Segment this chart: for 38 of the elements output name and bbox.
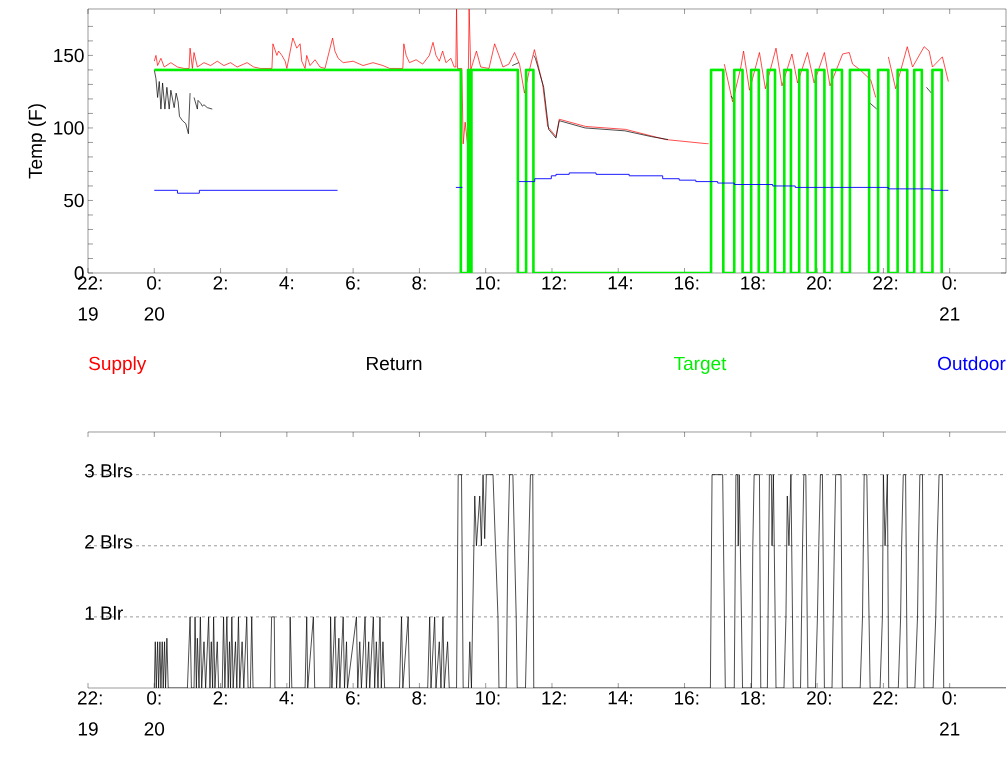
x-tick-label: 4: (279, 276, 294, 290)
y-axis-title: Temp (F) (28, 104, 46, 179)
x-tick-label: 22: (873, 691, 898, 705)
x-tick-label: 10: (476, 276, 500, 290)
x-tick-label: 22: 19 (77, 691, 102, 736)
x-tick-label: 20: (807, 691, 831, 705)
y-tick-label: 1 Blr (85, 605, 123, 620)
y-tick-label: 100 (54, 121, 84, 135)
x-tick-label: 0: 21 (940, 276, 960, 321)
x-tick-label: 20: (807, 276, 831, 290)
x-tick-label: 16: (674, 691, 699, 705)
x-tick-label: 0: 20 (144, 276, 165, 321)
y-tick-label: 2 Blrs (85, 534, 133, 549)
text: Outdoor (938, 356, 1006, 371)
x-tick-label: 6: (346, 691, 360, 705)
x-tick-label: 18: (741, 691, 765, 705)
x-tick-label: 10: (476, 691, 500, 705)
x-tick-label: 16: (674, 276, 699, 290)
text: Supply (89, 356, 147, 374)
x-tick-label: 12: (542, 691, 566, 705)
x-tick-label: 0: 20 (144, 691, 165, 736)
x-tick-label: 14: (608, 691, 632, 705)
x-tick-label: 18: (741, 276, 765, 290)
x-tick-label: 6: (346, 276, 360, 290)
x-tick-label: 22: (873, 276, 898, 290)
x-tick-label: 12: (542, 276, 566, 290)
x-tick-label: 8: (412, 691, 426, 705)
text: Return (367, 356, 422, 371)
x-tick-label: 14: (608, 276, 632, 290)
text: Target (674, 356, 727, 374)
x-tick-label: 8: (412, 276, 426, 290)
x-tick-label: 2: (213, 276, 227, 290)
y-tick-label: 3 Blrs (84, 463, 133, 478)
x-tick-label: 4: (279, 691, 294, 705)
y-tick-label: 150 (54, 48, 84, 63)
y-tick-label: 50 (64, 193, 84, 208)
x-tick-label: 0: 21 (940, 691, 960, 736)
x-tick-label: 2: (213, 691, 227, 705)
